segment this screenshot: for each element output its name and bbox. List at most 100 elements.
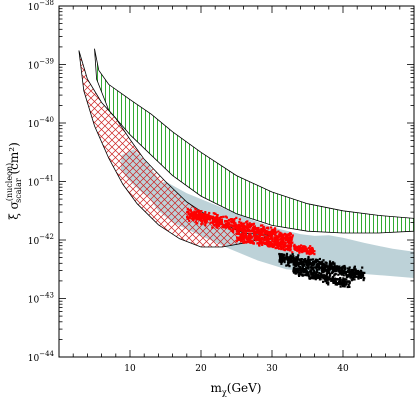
black-point [315, 259, 319, 262]
black-point [316, 277, 319, 280]
black-point [281, 254, 284, 257]
black-point [287, 260, 290, 263]
red-point [188, 219, 191, 222]
red-point [196, 216, 199, 219]
red-point [189, 215, 192, 218]
black-point [331, 269, 335, 272]
black-point [322, 271, 325, 274]
black-point [349, 275, 352, 279]
black-point [354, 268, 357, 271]
x-tick-label: 30 [266, 364, 278, 374]
black-point [341, 271, 344, 274]
red-point [301, 251, 304, 254]
black-point [319, 261, 322, 264]
red-point [249, 229, 252, 232]
red-point [263, 235, 266, 238]
red-point [204, 224, 207, 227]
black-point [298, 262, 301, 265]
red-point [244, 232, 247, 235]
red-point [269, 242, 272, 245]
red-point [245, 221, 248, 224]
black-point [307, 256, 310, 259]
black-point [361, 266, 364, 269]
red-point [266, 238, 269, 241]
red-point [231, 225, 234, 228]
red-point [250, 224, 253, 228]
red-point [282, 233, 285, 236]
red-point [195, 213, 198, 216]
red-point [280, 246, 283, 249]
black-point [333, 274, 336, 277]
red-point [266, 235, 269, 238]
red-point [285, 239, 288, 242]
red-point [213, 220, 216, 223]
black-point [333, 268, 336, 271]
black-point [322, 280, 325, 283]
black-points [278, 252, 366, 289]
red-point [240, 239, 243, 242]
red-point [202, 213, 205, 216]
black-point [348, 266, 351, 269]
black-point [312, 273, 315, 276]
black-point [320, 266, 323, 269]
black-point [291, 253, 294, 256]
black-point [295, 257, 298, 261]
black-point [280, 258, 283, 262]
black-point [331, 271, 334, 275]
black-point [313, 276, 316, 279]
red-point [308, 253, 311, 256]
red-point [278, 238, 281, 241]
red-point [288, 234, 291, 237]
black-point [292, 262, 295, 265]
red-point [274, 247, 277, 250]
black-point [319, 266, 322, 269]
red-point [232, 231, 235, 234]
black-point [300, 258, 303, 261]
black-point [323, 274, 326, 277]
red-point [267, 231, 270, 234]
black-point [296, 257, 299, 260]
red-point [271, 243, 274, 246]
red-point [268, 234, 271, 237]
black-point [343, 278, 346, 281]
black-point [344, 280, 347, 283]
black-point [325, 278, 328, 281]
red-point [228, 222, 231, 225]
red-point [263, 239, 266, 242]
red-point [233, 228, 236, 231]
red-point [255, 231, 258, 235]
y-tick-label: 10−44 [28, 350, 55, 364]
black-point [341, 279, 344, 283]
black-point [283, 261, 286, 264]
black-point [348, 285, 351, 288]
red-point [296, 249, 299, 252]
red-point [198, 211, 201, 214]
red-point [236, 226, 239, 229]
red-point [205, 218, 208, 221]
red-point [200, 217, 204, 220]
black-point [326, 275, 329, 278]
black-point [321, 271, 324, 274]
black-point [354, 270, 357, 273]
black-point [359, 276, 362, 279]
black-point [289, 258, 292, 261]
red-point [212, 218, 215, 222]
red-point [217, 224, 220, 227]
red-point [268, 237, 272, 240]
black-point [336, 266, 339, 269]
red-point [243, 239, 246, 242]
red-point [261, 233, 264, 236]
red-point [211, 220, 214, 224]
black-point [334, 280, 337, 283]
black-point [289, 255, 292, 258]
black-point [343, 271, 346, 274]
red-point [300, 247, 303, 250]
plot-points [186, 207, 366, 289]
black-point [337, 282, 340, 285]
red-point [259, 231, 262, 234]
black-point [362, 276, 365, 279]
red-point [211, 226, 214, 229]
red-point [287, 241, 290, 245]
red-point [249, 241, 252, 244]
